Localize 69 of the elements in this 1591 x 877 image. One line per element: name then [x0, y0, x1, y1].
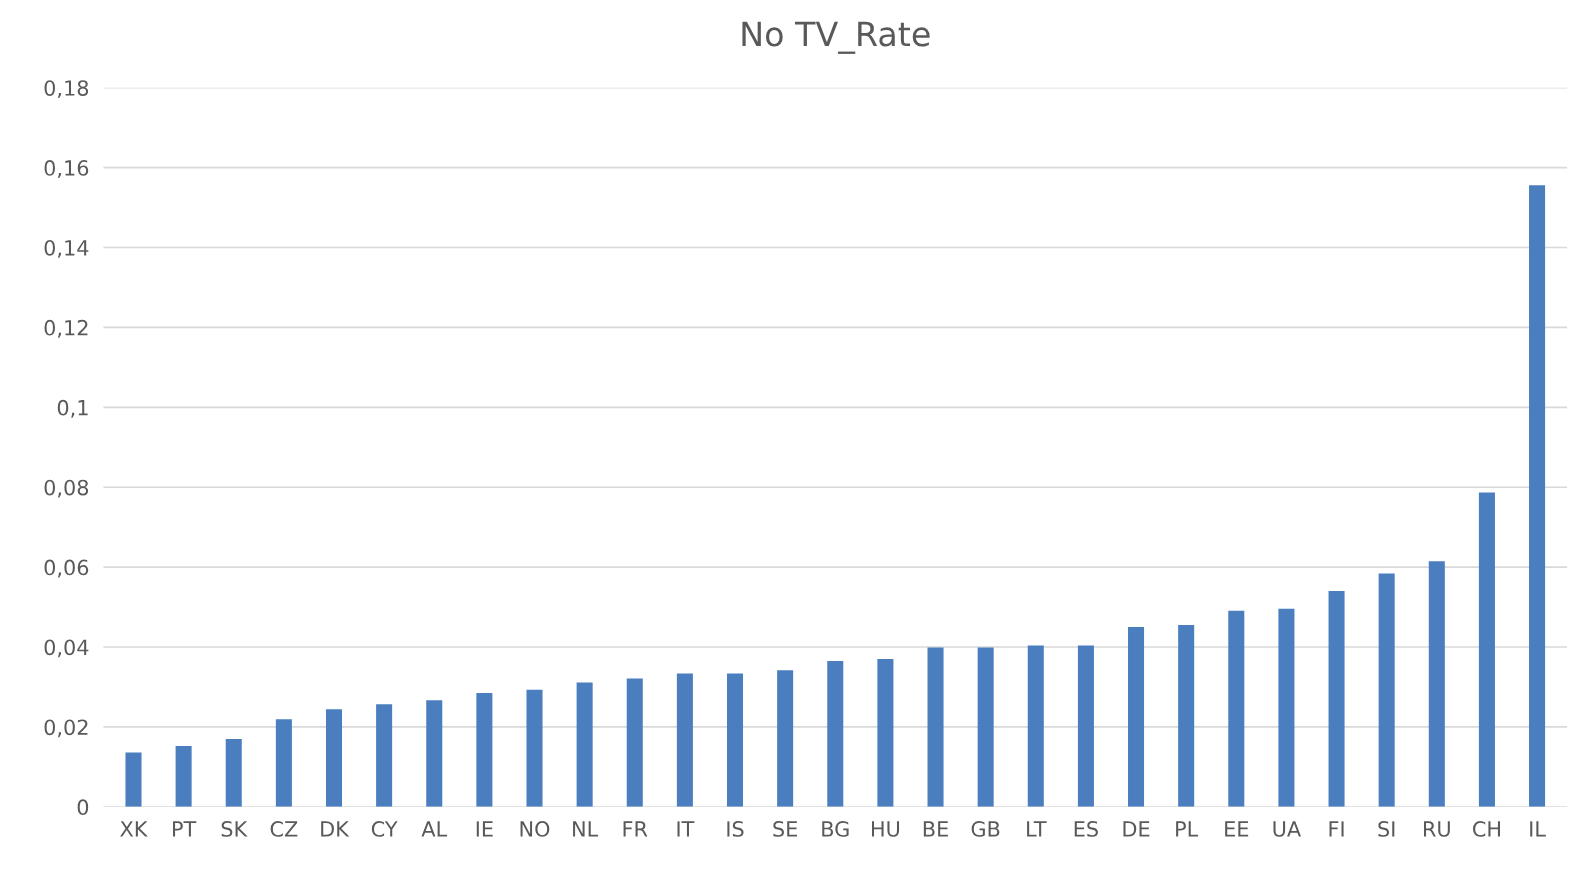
x-tick-label: CY [371, 821, 398, 837]
x-tick-label: FI [1329, 821, 1344, 837]
x-tick-label: AL [421, 821, 448, 837]
bar [476, 692, 493, 807]
y-tick-label: 0,18 [44, 80, 89, 99]
x-tick-label: DE [1123, 821, 1150, 837]
bar [1128, 627, 1145, 807]
bar [225, 738, 242, 807]
bar [1178, 625, 1195, 807]
x-tick-label: PT [173, 821, 197, 837]
bar [576, 682, 593, 807]
y-tick-label: 0,08 [44, 479, 89, 498]
y-tick-label: 0,1 [57, 399, 88, 418]
bar [325, 709, 343, 807]
x-tick-label: BG [822, 821, 849, 837]
bar [727, 673, 744, 807]
x-tick-label: PL [1176, 821, 1199, 837]
x-tick-label: XK [120, 821, 148, 837]
x-tick-label: IT [677, 821, 695, 837]
x-tick-label: BE [923, 821, 948, 837]
x-tick-label: NO [520, 821, 550, 837]
x-tick-label: IL [1530, 821, 1546, 837]
bar [1529, 185, 1546, 807]
bar [1027, 645, 1044, 807]
bar [1478, 492, 1495, 807]
x-tick-label: NL [573, 821, 599, 837]
bar [927, 647, 944, 807]
x-tick-label: UA [1273, 821, 1301, 837]
bar [977, 647, 994, 807]
x-tick-label: LT [1027, 821, 1047, 837]
x-tick-label: GB [971, 821, 1000, 837]
y-tick-label: 0 [77, 799, 89, 816]
bar [1077, 645, 1094, 807]
bar [125, 752, 142, 807]
x-tick-label: DK [321, 821, 350, 837]
y-tick-label: 0,06 [44, 559, 89, 578]
x-tick-label: HU [871, 821, 900, 837]
bar [626, 678, 643, 807]
x-tick-label: RU [1423, 821, 1450, 837]
y-tick-label: 0,04 [44, 639, 89, 658]
chart-title: No TV_Rate [742, 21, 930, 54]
x-tick-label: SK [221, 821, 248, 837]
y-tick-label: 0,14 [44, 239, 89, 258]
x-tick-label: IS [727, 821, 744, 837]
bar [827, 661, 844, 807]
x-tick-label: EE [1225, 821, 1249, 837]
bar [175, 746, 192, 807]
x-tick-label: CH [1472, 821, 1500, 837]
bar [1228, 610, 1245, 807]
bar [1378, 573, 1395, 807]
y-tick-label: 0,12 [44, 319, 88, 338]
x-tick-label: FR [623, 821, 648, 837]
bar [1428, 561, 1445, 807]
bar [1328, 591, 1345, 807]
y-tick-label: 0,16 [44, 160, 89, 178]
x-tick-label: IE [476, 821, 493, 837]
bar [676, 673, 693, 807]
bar [275, 719, 292, 807]
bar [376, 704, 393, 807]
x-tick-label: ES [1074, 821, 1098, 837]
bar [426, 700, 443, 807]
x-tick-label: CZ [270, 821, 298, 837]
bar [777, 670, 794, 807]
x-tick-label: SI [1378, 821, 1395, 837]
x-tick-label: SE [773, 821, 798, 837]
bar [877, 659, 894, 807]
bar [526, 689, 543, 807]
bar [1278, 608, 1295, 807]
y-tick-label: 0,02 [44, 719, 88, 738]
